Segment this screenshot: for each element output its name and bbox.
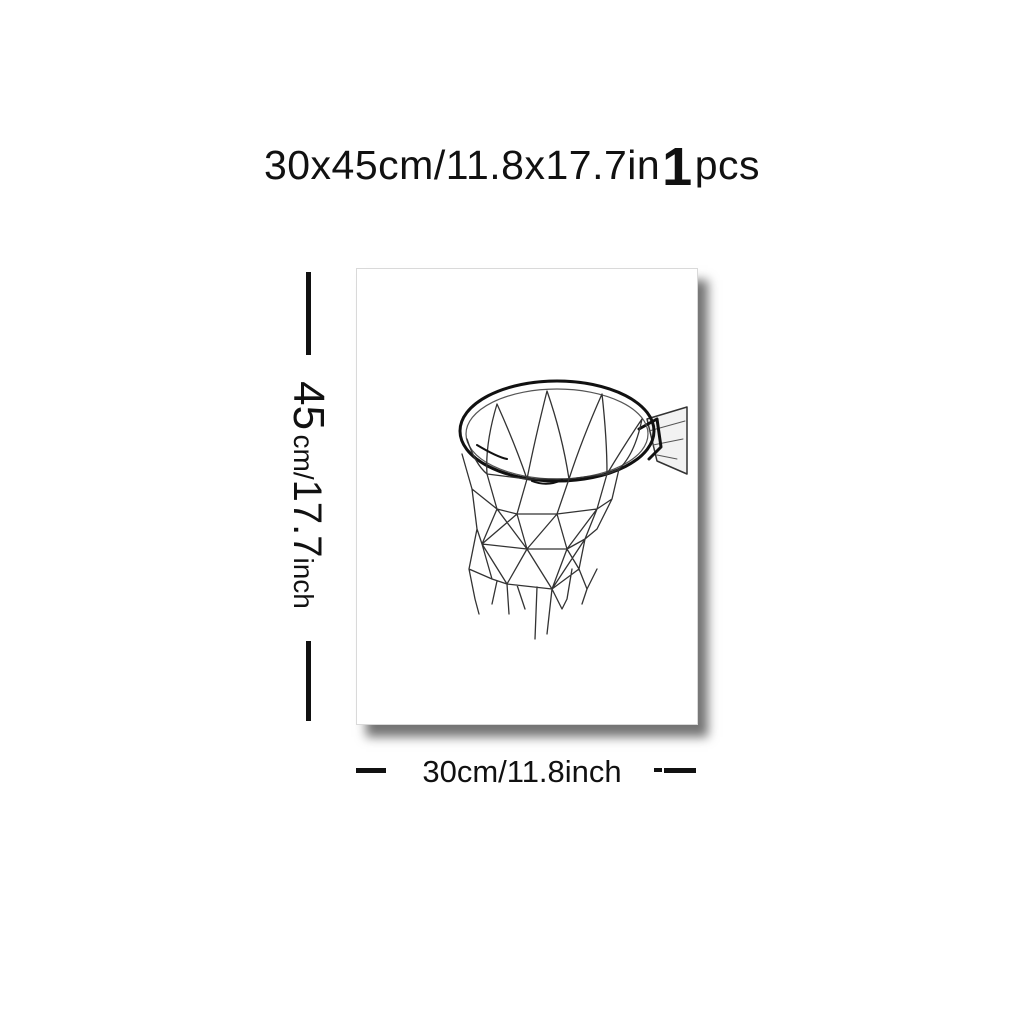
height-dimension-line-bottom xyxy=(306,641,311,721)
width-dimension-line-right-long xyxy=(664,768,696,773)
width-dimension-line-right xyxy=(654,768,662,772)
height-inch-unit: inch xyxy=(288,557,319,609)
height-dimension-label: 45 cm/17.7inch xyxy=(283,381,333,609)
quantity-unit: pcs xyxy=(694,142,761,188)
quantity-number: 1 xyxy=(662,137,693,197)
height-number: 45 xyxy=(284,381,333,431)
size-text: 30x45cm/11.8x17.7in xyxy=(263,142,661,188)
canvas-print xyxy=(356,268,698,725)
product-size-headline: 30x45cm/11.8x17.7in1pcs xyxy=(0,136,1024,198)
width-dimension-line-left xyxy=(356,768,386,773)
basketball-hoop-artwork xyxy=(458,379,688,640)
hoop-net xyxy=(461,390,643,640)
width-dimension-label: 30cm/11.8inch xyxy=(422,754,622,789)
height-inches: 17.7 xyxy=(285,479,329,558)
height-dimension-line-top xyxy=(306,272,311,355)
height-cm-unit: cm/ xyxy=(288,434,319,480)
hoop-rim xyxy=(458,379,656,483)
